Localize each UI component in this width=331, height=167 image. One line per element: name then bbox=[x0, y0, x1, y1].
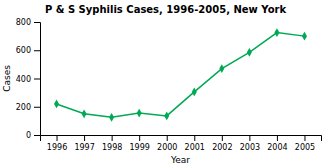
x-tick: 2001 bbox=[185, 135, 205, 152]
x-tick-label: 2001 bbox=[185, 143, 205, 152]
y-tick: 400 bbox=[16, 75, 40, 84]
x-axis-line bbox=[41, 136, 322, 142]
y-tick-label: 600 bbox=[16, 46, 31, 55]
x-tick-label: 1999 bbox=[129, 143, 149, 152]
x-tick-mark bbox=[304, 135, 305, 141]
y-tick: 800 bbox=[16, 18, 40, 27]
x-tick-mark bbox=[57, 135, 58, 141]
x-tick-label: 1996 bbox=[47, 143, 67, 152]
x-tick: 2005 bbox=[295, 135, 315, 152]
marks bbox=[54, 28, 307, 121]
point bbox=[54, 100, 59, 109]
plot: 1996199719981999200020012002200320042005… bbox=[16, 18, 322, 152]
y-tick-label: 400 bbox=[16, 75, 31, 84]
x-tick-label: 2000 bbox=[157, 143, 177, 152]
x-tick-mark bbox=[194, 135, 195, 141]
x-tick-mark bbox=[112, 135, 113, 141]
x-tick: 2004 bbox=[267, 135, 287, 152]
point bbox=[274, 28, 279, 37]
x-tick-mark bbox=[84, 135, 85, 141]
point bbox=[82, 109, 87, 118]
point bbox=[164, 112, 169, 121]
y-axis: 0 200 400 600 800 bbox=[16, 18, 41, 140]
x-tick: 1997 bbox=[74, 135, 94, 152]
x-tick-mark bbox=[277, 135, 278, 141]
y-axis-title: Cases bbox=[2, 65, 12, 92]
x-tick: 2003 bbox=[240, 135, 260, 152]
point bbox=[219, 64, 224, 73]
x-tick-label: 2004 bbox=[267, 143, 287, 152]
x-tick-mark bbox=[167, 135, 168, 141]
y-tick-label: 0 bbox=[26, 131, 31, 140]
y-tick-mark bbox=[34, 22, 40, 23]
y-axis-line bbox=[34, 23, 41, 136]
x-axis-title: Year bbox=[170, 155, 190, 165]
x-tick-mark bbox=[249, 135, 250, 141]
x-tick: 2000 bbox=[157, 135, 177, 152]
x-tick: 2002 bbox=[212, 135, 232, 152]
title: P & S Syphilis Cases, 1996-2005, New Yor… bbox=[45, 4, 287, 15]
y-tick-mark bbox=[34, 107, 40, 108]
x-tick-label: 2005 bbox=[295, 143, 315, 152]
y-tick-mark bbox=[34, 135, 40, 136]
x-tick: 1999 bbox=[129, 135, 149, 152]
y-tick-mark bbox=[34, 50, 40, 51]
y-tick-label: 800 bbox=[16, 18, 31, 27]
point bbox=[302, 32, 307, 41]
x-tick-mark bbox=[222, 135, 223, 141]
point bbox=[137, 109, 142, 118]
x-tick-label: 1997 bbox=[74, 143, 94, 152]
x-tick-label: 2002 bbox=[212, 143, 232, 152]
chart: P & S Syphilis Cases, 1996-2005, New Yor… bbox=[0, 0, 331, 167]
point bbox=[247, 48, 252, 57]
y-tick-label: 200 bbox=[16, 103, 31, 112]
x-tick-mark bbox=[139, 135, 140, 141]
point bbox=[192, 88, 197, 97]
y-tick: 0 bbox=[26, 131, 40, 140]
x-tick-label: 1998 bbox=[102, 143, 122, 152]
point bbox=[109, 113, 114, 122]
x-tick: 1998 bbox=[102, 135, 122, 152]
x-axis: 1996 1997 1998 1999 2000 2001 2002 2003 2004 2005 bbox=[41, 135, 322, 152]
y-tick: 200 bbox=[16, 103, 40, 112]
x-tick-label: 2003 bbox=[240, 143, 260, 152]
line bbox=[57, 33, 305, 118]
x-tick: 1996 bbox=[47, 135, 67, 152]
y-tick: 600 bbox=[16, 46, 40, 55]
y-tick-mark bbox=[34, 79, 40, 80]
